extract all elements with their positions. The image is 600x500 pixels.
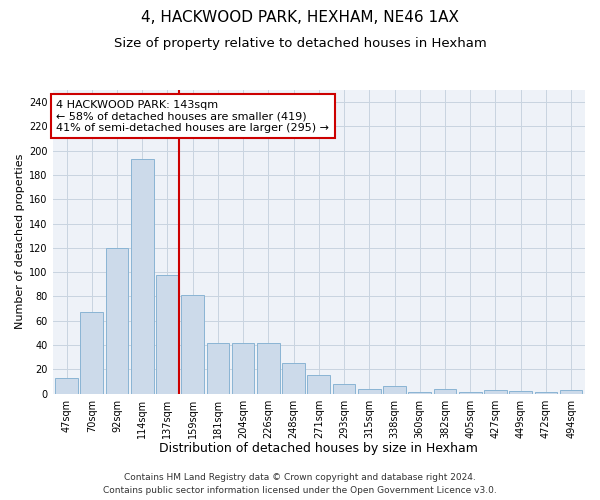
Bar <box>560 390 583 394</box>
Bar <box>509 391 532 394</box>
Bar <box>106 248 128 394</box>
Text: 4, HACKWOOD PARK, HEXHAM, NE46 1AX: 4, HACKWOOD PARK, HEXHAM, NE46 1AX <box>141 10 459 25</box>
Bar <box>434 388 457 394</box>
Text: Size of property relative to detached houses in Hexham: Size of property relative to detached ho… <box>113 38 487 51</box>
Bar <box>80 312 103 394</box>
Bar <box>181 295 204 394</box>
Bar <box>535 392 557 394</box>
Bar <box>206 342 229 394</box>
Bar <box>55 378 78 394</box>
Bar <box>307 376 330 394</box>
Bar <box>459 392 482 394</box>
Bar <box>282 363 305 394</box>
X-axis label: Distribution of detached houses by size in Hexham: Distribution of detached houses by size … <box>160 442 478 455</box>
Bar <box>383 386 406 394</box>
Y-axis label: Number of detached properties: Number of detached properties <box>15 154 25 330</box>
Text: 4 HACKWOOD PARK: 143sqm
← 58% of detached houses are smaller (419)
41% of semi-d: 4 HACKWOOD PARK: 143sqm ← 58% of detache… <box>56 100 329 133</box>
Bar <box>484 390 507 394</box>
Bar <box>333 384 355 394</box>
Bar <box>358 388 380 394</box>
Bar <box>232 342 254 394</box>
Bar <box>131 159 154 394</box>
Text: Contains HM Land Registry data © Crown copyright and database right 2024.
Contai: Contains HM Land Registry data © Crown c… <box>103 474 497 495</box>
Bar <box>156 274 179 394</box>
Bar <box>409 392 431 394</box>
Bar <box>257 342 280 394</box>
